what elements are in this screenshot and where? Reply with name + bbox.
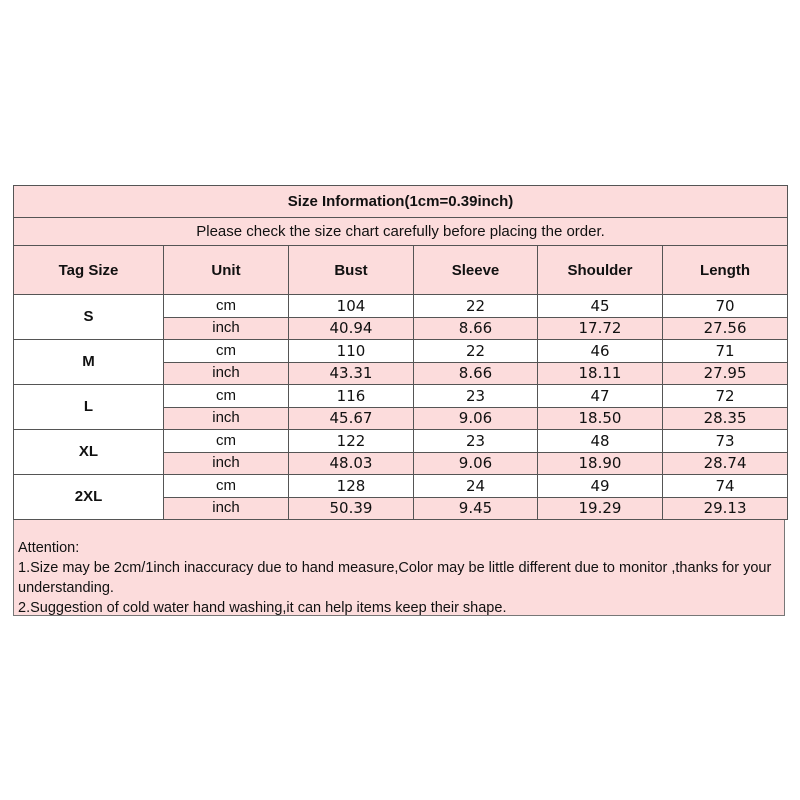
tag-size-cell: L [13,384,164,430]
value-cell: 24 [413,474,538,498]
value-cell: 23 [413,429,538,453]
header-bust: Bust [288,245,414,295]
table-row: XL cm 122 23 48 73 [13,429,789,475]
header-row: Tag Size Unit Bust Sleeve Shoulder Lengt… [13,245,789,295]
value-cell: 18.11 [537,361,663,385]
value-cell: 50.39 [288,496,414,520]
attention-line-1: 1.Size may be 2cm/1inch inaccuracy due t… [18,560,772,596]
attention-line-2: 2.Suggestion of cold water hand washing,… [18,600,507,616]
value-cell: 70 [661,294,789,318]
value-cell: 73 [661,429,789,453]
value-cell: 43.31 [288,361,414,385]
value-cell: 45 [537,294,663,318]
chart-subtitle: Please check the size chart carefully be… [12,217,789,246]
attention-notes: Attention: 1.Size may be 2cm/1inch inacc… [13,520,785,616]
value-cell: 27.56 [661,316,789,340]
value-cell: 8.66 [413,361,538,385]
table-row: inch 48.03 9.06 18.90 28.74 [14,451,789,475]
tag-size-cell: XL [13,429,164,475]
value-cell: 128 [288,474,414,498]
value-cell: 19.29 [537,496,663,520]
header-tag-size: Tag Size [13,245,164,295]
value-cell: 71 [661,339,789,363]
value-cell: 28.35 [661,406,789,430]
header-length: Length [661,245,789,295]
table-row: inch 40.94 8.66 17.72 27.56 [14,316,789,340]
unit-cell: cm [163,474,289,498]
unit-cell: cm [163,384,289,408]
value-cell: 45.67 [288,406,414,430]
value-cell: 72 [661,384,789,408]
header-sleeve: Sleeve [413,245,538,295]
value-cell: 74 [661,474,789,498]
unit-cell: cm [163,429,289,453]
tag-size-cell: S [13,294,164,340]
value-cell: 8.66 [413,316,538,340]
value-cell: 110 [288,339,414,363]
value-cell: 122 [288,429,414,453]
chart-title: Size Information(1cm=0.39inch) [12,185,789,218]
value-cell: 17.72 [537,316,663,340]
value-cell: 23 [413,384,538,408]
value-cell: 9.06 [413,406,538,430]
unit-cell: inch [163,361,289,385]
value-cell: 29.13 [661,496,789,520]
tag-size-cell: M [13,339,164,385]
value-cell: 22 [413,294,538,318]
unit-cell: inch [163,496,289,520]
value-cell: 9.06 [413,451,538,475]
unit-cell: inch [163,406,289,430]
value-cell: 28.74 [661,451,789,475]
value-cell: 116 [288,384,414,408]
value-cell: 49 [537,474,663,498]
value-cell: 104 [288,294,414,318]
unit-cell: cm [163,294,289,318]
value-cell: 40.94 [288,316,414,340]
attention-heading: Attention: [18,540,80,556]
value-cell: 9.45 [413,496,538,520]
unit-cell: inch [163,316,289,340]
size-chart-table: Size Information(1cm=0.39inch) Please ch… [12,185,789,520]
value-cell: 18.90 [537,451,663,475]
tag-size-cell: 2XL [13,474,164,520]
table-row: inch 50.39 9.45 19.29 29.13 [14,496,789,520]
table-row: inch 45.67 9.06 18.50 28.35 [14,406,789,430]
header-shoulder: Shoulder [537,245,663,295]
value-cell: 48 [537,429,663,453]
unit-cell: cm [163,339,289,363]
unit-cell: inch [163,451,289,475]
value-cell: 48.03 [288,451,414,475]
header-unit: Unit [163,245,289,295]
value-cell: 46 [537,339,663,363]
value-cell: 47 [537,384,663,408]
table-row: 2XL cm 128 24 49 74 [13,474,789,520]
value-cell: 22 [413,339,538,363]
value-cell: 18.50 [537,406,663,430]
value-cell: 27.95 [661,361,789,385]
